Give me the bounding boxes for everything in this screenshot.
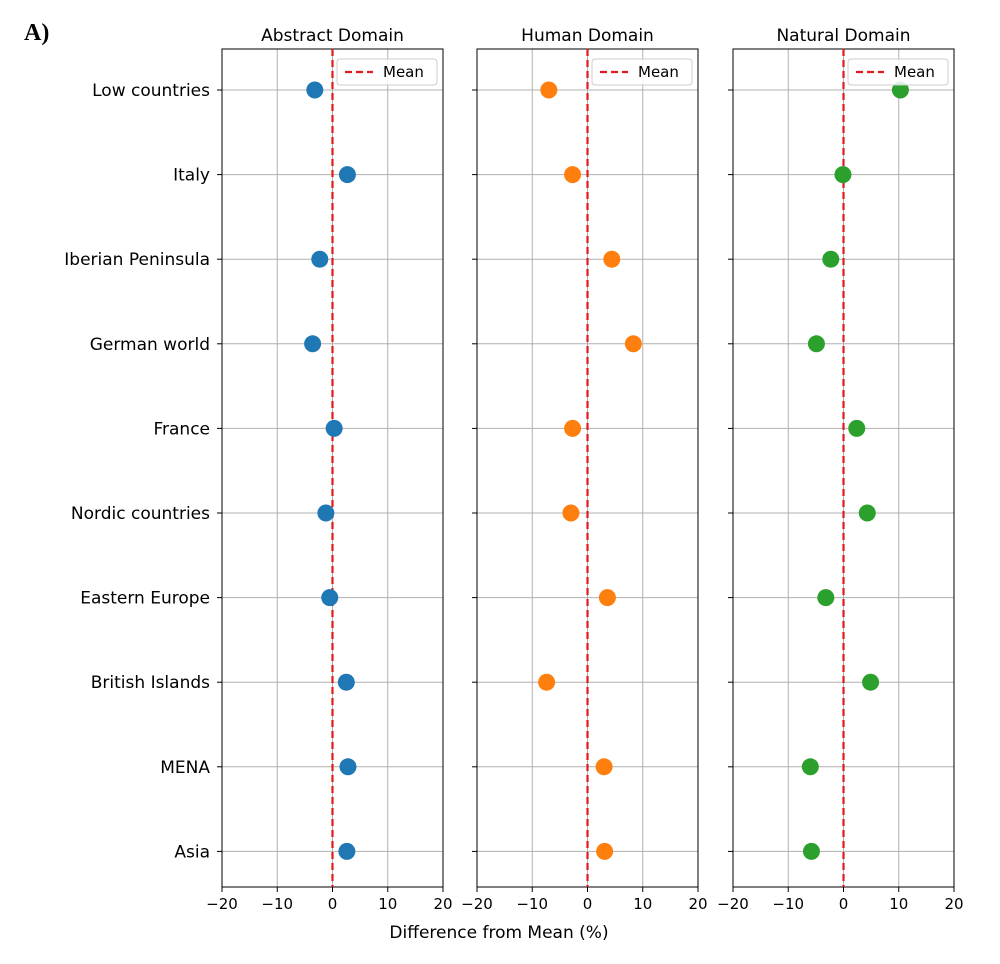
x-tick-label: 20 — [433, 895, 452, 913]
x-tick-label: 20 — [688, 895, 707, 913]
data-point — [338, 842, 356, 860]
y-category-label: Nordic countries — [71, 504, 210, 524]
x-tick-label: −20 — [717, 895, 749, 913]
chart-title: Human Domain — [521, 26, 654, 46]
panel-label: A) — [24, 20, 50, 46]
chart-panels: −20 −10 0 10 20 Abstract Domain Mean −20 −10 0 10 2… — [206, 26, 963, 913]
data-point — [848, 419, 866, 437]
data-point — [562, 504, 580, 522]
data-point — [311, 250, 329, 268]
x-tick-label: −10 — [261, 895, 293, 913]
data-point — [802, 842, 820, 860]
chart-panel-2: −20 −10 0 10 20 Human Domain Mean — [461, 26, 707, 913]
data-point — [598, 589, 616, 607]
data-point — [564, 166, 582, 184]
data-point — [321, 589, 339, 607]
chart-panel-3: −20 −10 0 10 20 Natural Domain Mean — [717, 26, 963, 913]
data-point — [595, 758, 613, 776]
shared-x-axis-label: Difference from Mean (%) — [389, 923, 608, 943]
y-category-label: British Islands — [91, 673, 210, 693]
data-point — [807, 335, 825, 353]
y-category-label: Asia — [174, 842, 210, 862]
y-category-label: MENA — [160, 758, 210, 778]
x-tick-label: 10 — [378, 895, 397, 913]
x-tick-label: −20 — [206, 895, 238, 913]
data-point — [822, 250, 840, 268]
data-point — [834, 166, 852, 184]
data-point — [540, 81, 558, 99]
data-point — [862, 673, 880, 691]
y-category-label: German world — [90, 335, 210, 355]
data-point — [564, 419, 582, 437]
x-tick-label: 0 — [583, 895, 593, 913]
x-tick-label: 10 — [889, 895, 908, 913]
data-point — [325, 419, 343, 437]
x-tick-label: 0 — [839, 895, 849, 913]
data-point — [538, 673, 556, 691]
legend-box — [591, 58, 693, 86]
legend: Mean — [336, 58, 438, 86]
legend-label: Mean — [894, 63, 935, 81]
data-point — [338, 166, 356, 184]
y-category-label: France — [153, 419, 210, 439]
legend-label: Mean — [638, 63, 679, 81]
chart-title: Abstract Domain — [261, 26, 404, 46]
y-category-label: Iberian Peninsula — [64, 250, 210, 270]
legend-box — [336, 58, 438, 86]
chart-panel-1: −20 −10 0 10 20 Abstract Domain Mean — [206, 26, 452, 913]
data-point — [603, 250, 621, 268]
x-tick-label: −10 — [516, 895, 548, 913]
y-category-label: Low countries — [92, 81, 210, 101]
data-point — [337, 673, 355, 691]
data-point — [596, 842, 614, 860]
x-tick-label: 10 — [633, 895, 652, 913]
data-point — [891, 81, 909, 99]
data-point — [317, 504, 335, 522]
x-tick-label: 0 — [328, 895, 338, 913]
legend: Mean — [591, 58, 693, 86]
data-point — [801, 758, 819, 776]
y-category-labels: Low countries Italy Iberian Peninsula Germa… — [64, 81, 210, 862]
x-tick-label: −10 — [772, 895, 804, 913]
chart-title: Natural Domain — [776, 26, 910, 46]
legend-label: Mean — [383, 63, 424, 81]
y-category-label: Italy — [173, 166, 210, 186]
legend: Mean — [847, 58, 949, 86]
data-point — [306, 81, 324, 99]
x-tick-label: −20 — [461, 895, 493, 913]
data-point — [339, 758, 357, 776]
legend-box — [847, 58, 949, 86]
x-tick-label: 20 — [944, 895, 963, 913]
data-point — [817, 589, 835, 607]
y-category-label: Eastern Europe — [80, 589, 210, 609]
data-point — [304, 335, 322, 353]
data-point — [858, 504, 876, 522]
data-point — [624, 335, 642, 353]
